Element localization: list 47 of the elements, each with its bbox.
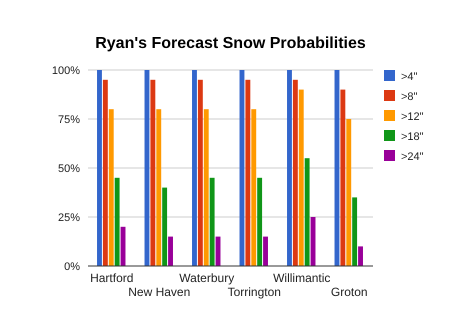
legend-label: >18" [401,131,424,143]
x-tick-label: Groton [330,285,368,299]
chart-title: Ryan's Forecast Snow Probabilities [95,35,366,52]
bar [240,70,244,266]
bar [251,109,256,266]
x-tick-label: New Haven [128,285,190,299]
y-tick-label: 75% [58,114,80,126]
bar [192,70,197,266]
bar [102,80,108,266]
bar [108,109,114,266]
legend-label: >24" [401,151,424,163]
bar [257,178,262,266]
bar [120,226,126,266]
y-tick-label: 100% [52,65,80,77]
x-tick-label: Hartford [90,271,134,285]
bar [162,188,168,266]
bar [150,80,156,266]
x-tick-label: Torrington [228,285,281,299]
bar [298,90,304,266]
bar [144,70,150,266]
bar [304,158,310,266]
bar [198,80,203,266]
bar [210,178,215,266]
y-tick-label: 50% [58,163,80,175]
bar [352,197,358,266]
x-tick-label: Willimantic [273,271,330,285]
legend-label: >12" [401,111,424,123]
bar [204,109,209,266]
bar [216,236,220,266]
bar [292,80,298,266]
bar [156,109,162,266]
bar [346,119,352,266]
bar [245,80,250,266]
bar [358,246,363,266]
bar [168,236,173,266]
bar [287,70,292,266]
bar [334,70,340,266]
bar [263,236,268,266]
bar [97,70,102,266]
y-tick-label: 0% [64,261,80,273]
bar [310,217,316,266]
bar [114,178,120,266]
legend-label: >8" [401,91,418,103]
bar [340,90,346,266]
y-tick-label: 25% [58,212,80,224]
x-tick-label: Waterbury [179,271,234,285]
legend-label: >4" [401,71,418,83]
